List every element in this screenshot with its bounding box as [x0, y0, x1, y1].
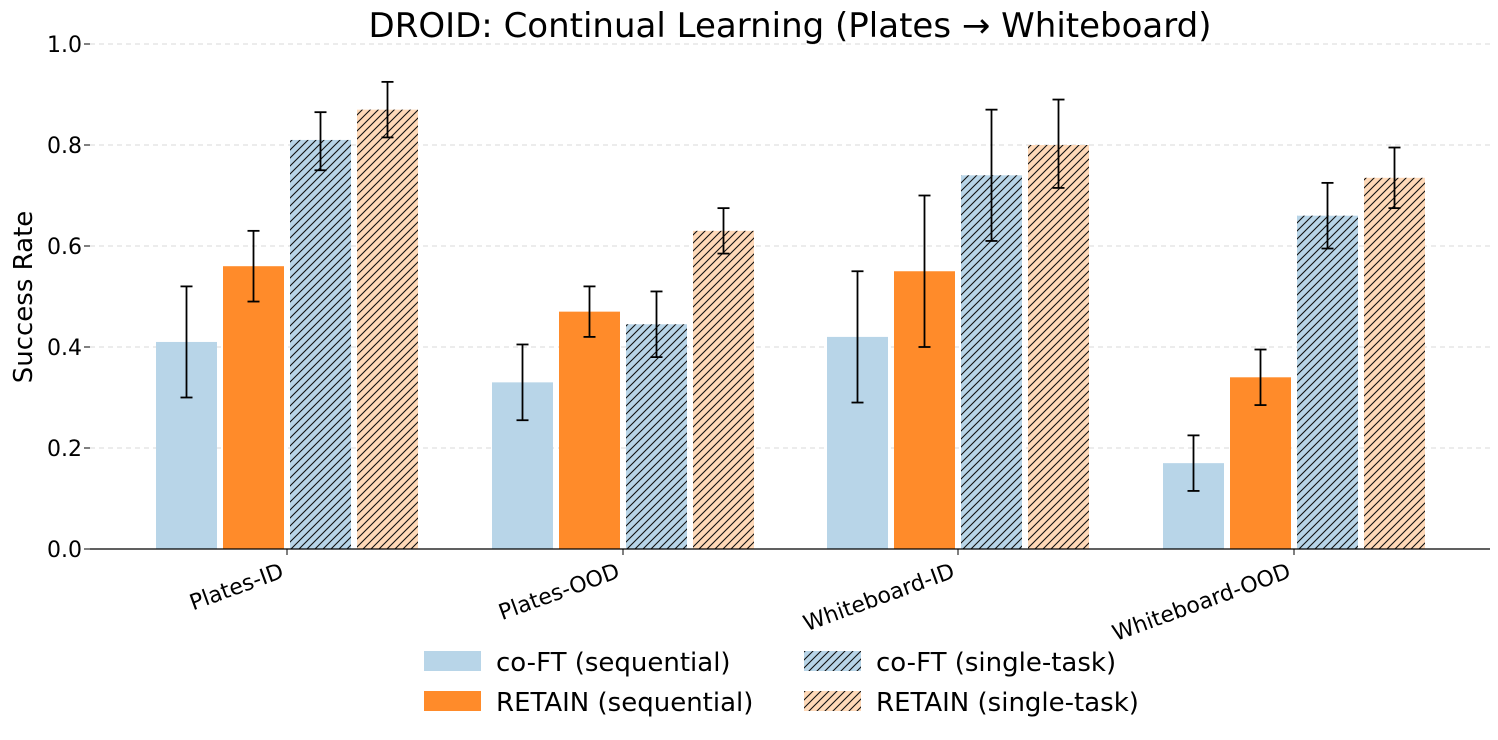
legend: co-FT (sequential) RETAIN (sequential) co-… [424, 648, 1139, 718]
bar-hatch [357, 109, 418, 550]
bar-hatch [1364, 177, 1425, 549]
legend-label: co-FT (single-task) [876, 648, 1116, 678]
x-tick-label: Whiteboard-ID [800, 559, 958, 637]
bar-0-1 [223, 266, 284, 549]
y-tick-label: 0.6 [47, 235, 82, 260]
bar-hatch [626, 324, 687, 549]
chart-title: DROID: Continual Learning (Plates → Whit… [369, 6, 1212, 46]
legend-label: RETAIN (single-task) [876, 688, 1139, 718]
bar-hatch [1028, 145, 1089, 549]
y-axis-label: Success Rate [9, 211, 39, 384]
x-tick-label: Plates-OOD [496, 559, 624, 626]
legend-swatch [424, 691, 481, 711]
legend-swatch-hatch [804, 691, 861, 711]
bar-hatch [693, 230, 754, 549]
bar-hatch [1297, 215, 1358, 549]
legend-swatch [424, 651, 481, 671]
x-tick-label: Plates-ID [187, 559, 288, 616]
legend-swatch-hatch [804, 651, 861, 671]
legend-label: co-FT (sequential) [496, 648, 731, 678]
bar-hatch [290, 139, 351, 549]
y-tick-label: 0.8 [47, 134, 82, 159]
y-tick-label: 0.2 [47, 437, 82, 462]
x-tick-label: Whiteboard-OOD [1109, 559, 1294, 647]
bar-1-1 [559, 311, 620, 549]
y-tick-label: 0.4 [47, 336, 82, 361]
y-tick-label: 0.0 [47, 538, 82, 563]
y-tick-label: 1.0 [47, 33, 82, 58]
legend-label: RETAIN (sequential) [496, 688, 753, 718]
